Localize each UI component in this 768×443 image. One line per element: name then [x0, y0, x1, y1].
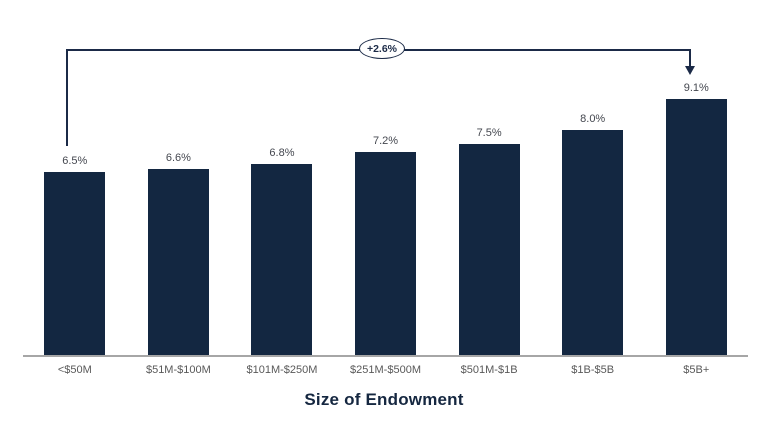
x-axis-title: Size of Endowment: [304, 390, 464, 409]
bar: [458, 144, 520, 355]
bar: [251, 164, 313, 355]
bar: [355, 152, 417, 355]
bar-column: 8.0%: [541, 113, 645, 355]
bar: [147, 169, 209, 355]
x-axis-tick-label: <$50M: [57, 364, 92, 376]
bar-value-label: 7.5%: [476, 127, 502, 139]
x-axis-tick-label: $101M-$250M: [246, 364, 318, 376]
annotation-badge: +2.6%: [359, 38, 405, 59]
bar-column: 6.6%: [127, 152, 231, 355]
bar: [44, 172, 106, 355]
annotation-bracket-right-line: [689, 50, 691, 68]
bar-column: 6.8%: [230, 147, 334, 355]
bar-column: 7.5%: [437, 127, 541, 355]
bar-column: 7.2%: [334, 135, 438, 355]
x-axis-tick-label: $251M-$500M: [350, 364, 421, 376]
bar-value-label: 6.8%: [269, 147, 295, 159]
x-axis-tick-label: $501M-$1B: [460, 364, 518, 376]
bar-value-label: 9.1%: [683, 82, 709, 94]
x-axis-tick-label: $51M-$100M: [145, 364, 211, 376]
bar-value-label: 6.6%: [165, 152, 191, 164]
bar-value-label: 6.5%: [62, 155, 88, 167]
x-axis-tick-labels: <$50M $51M-$100M $101M-$250M $251M-$500M $50…: [23, 364, 748, 376]
bar-column: 6.5%: [23, 155, 127, 355]
x-axis-line: [23, 355, 748, 357]
x-axis-tick-label: $1B-$5B: [571, 364, 615, 376]
bar-value-label: 8.0%: [580, 113, 606, 125]
annotation-bracket-left-line: [66, 50, 68, 146]
down-arrow-icon: [685, 66, 695, 75]
bar-value-label: 7.2%: [372, 135, 399, 147]
bar: [665, 99, 727, 355]
bar: [562, 130, 624, 355]
bar-column: 9.1%: [644, 82, 748, 355]
x-axis-tick-label: $5B+: [683, 364, 710, 376]
bars-row: 6.5% 6.6% 6.8% 7.2% 7.5% 8.0% 9.1%: [23, 0, 748, 355]
